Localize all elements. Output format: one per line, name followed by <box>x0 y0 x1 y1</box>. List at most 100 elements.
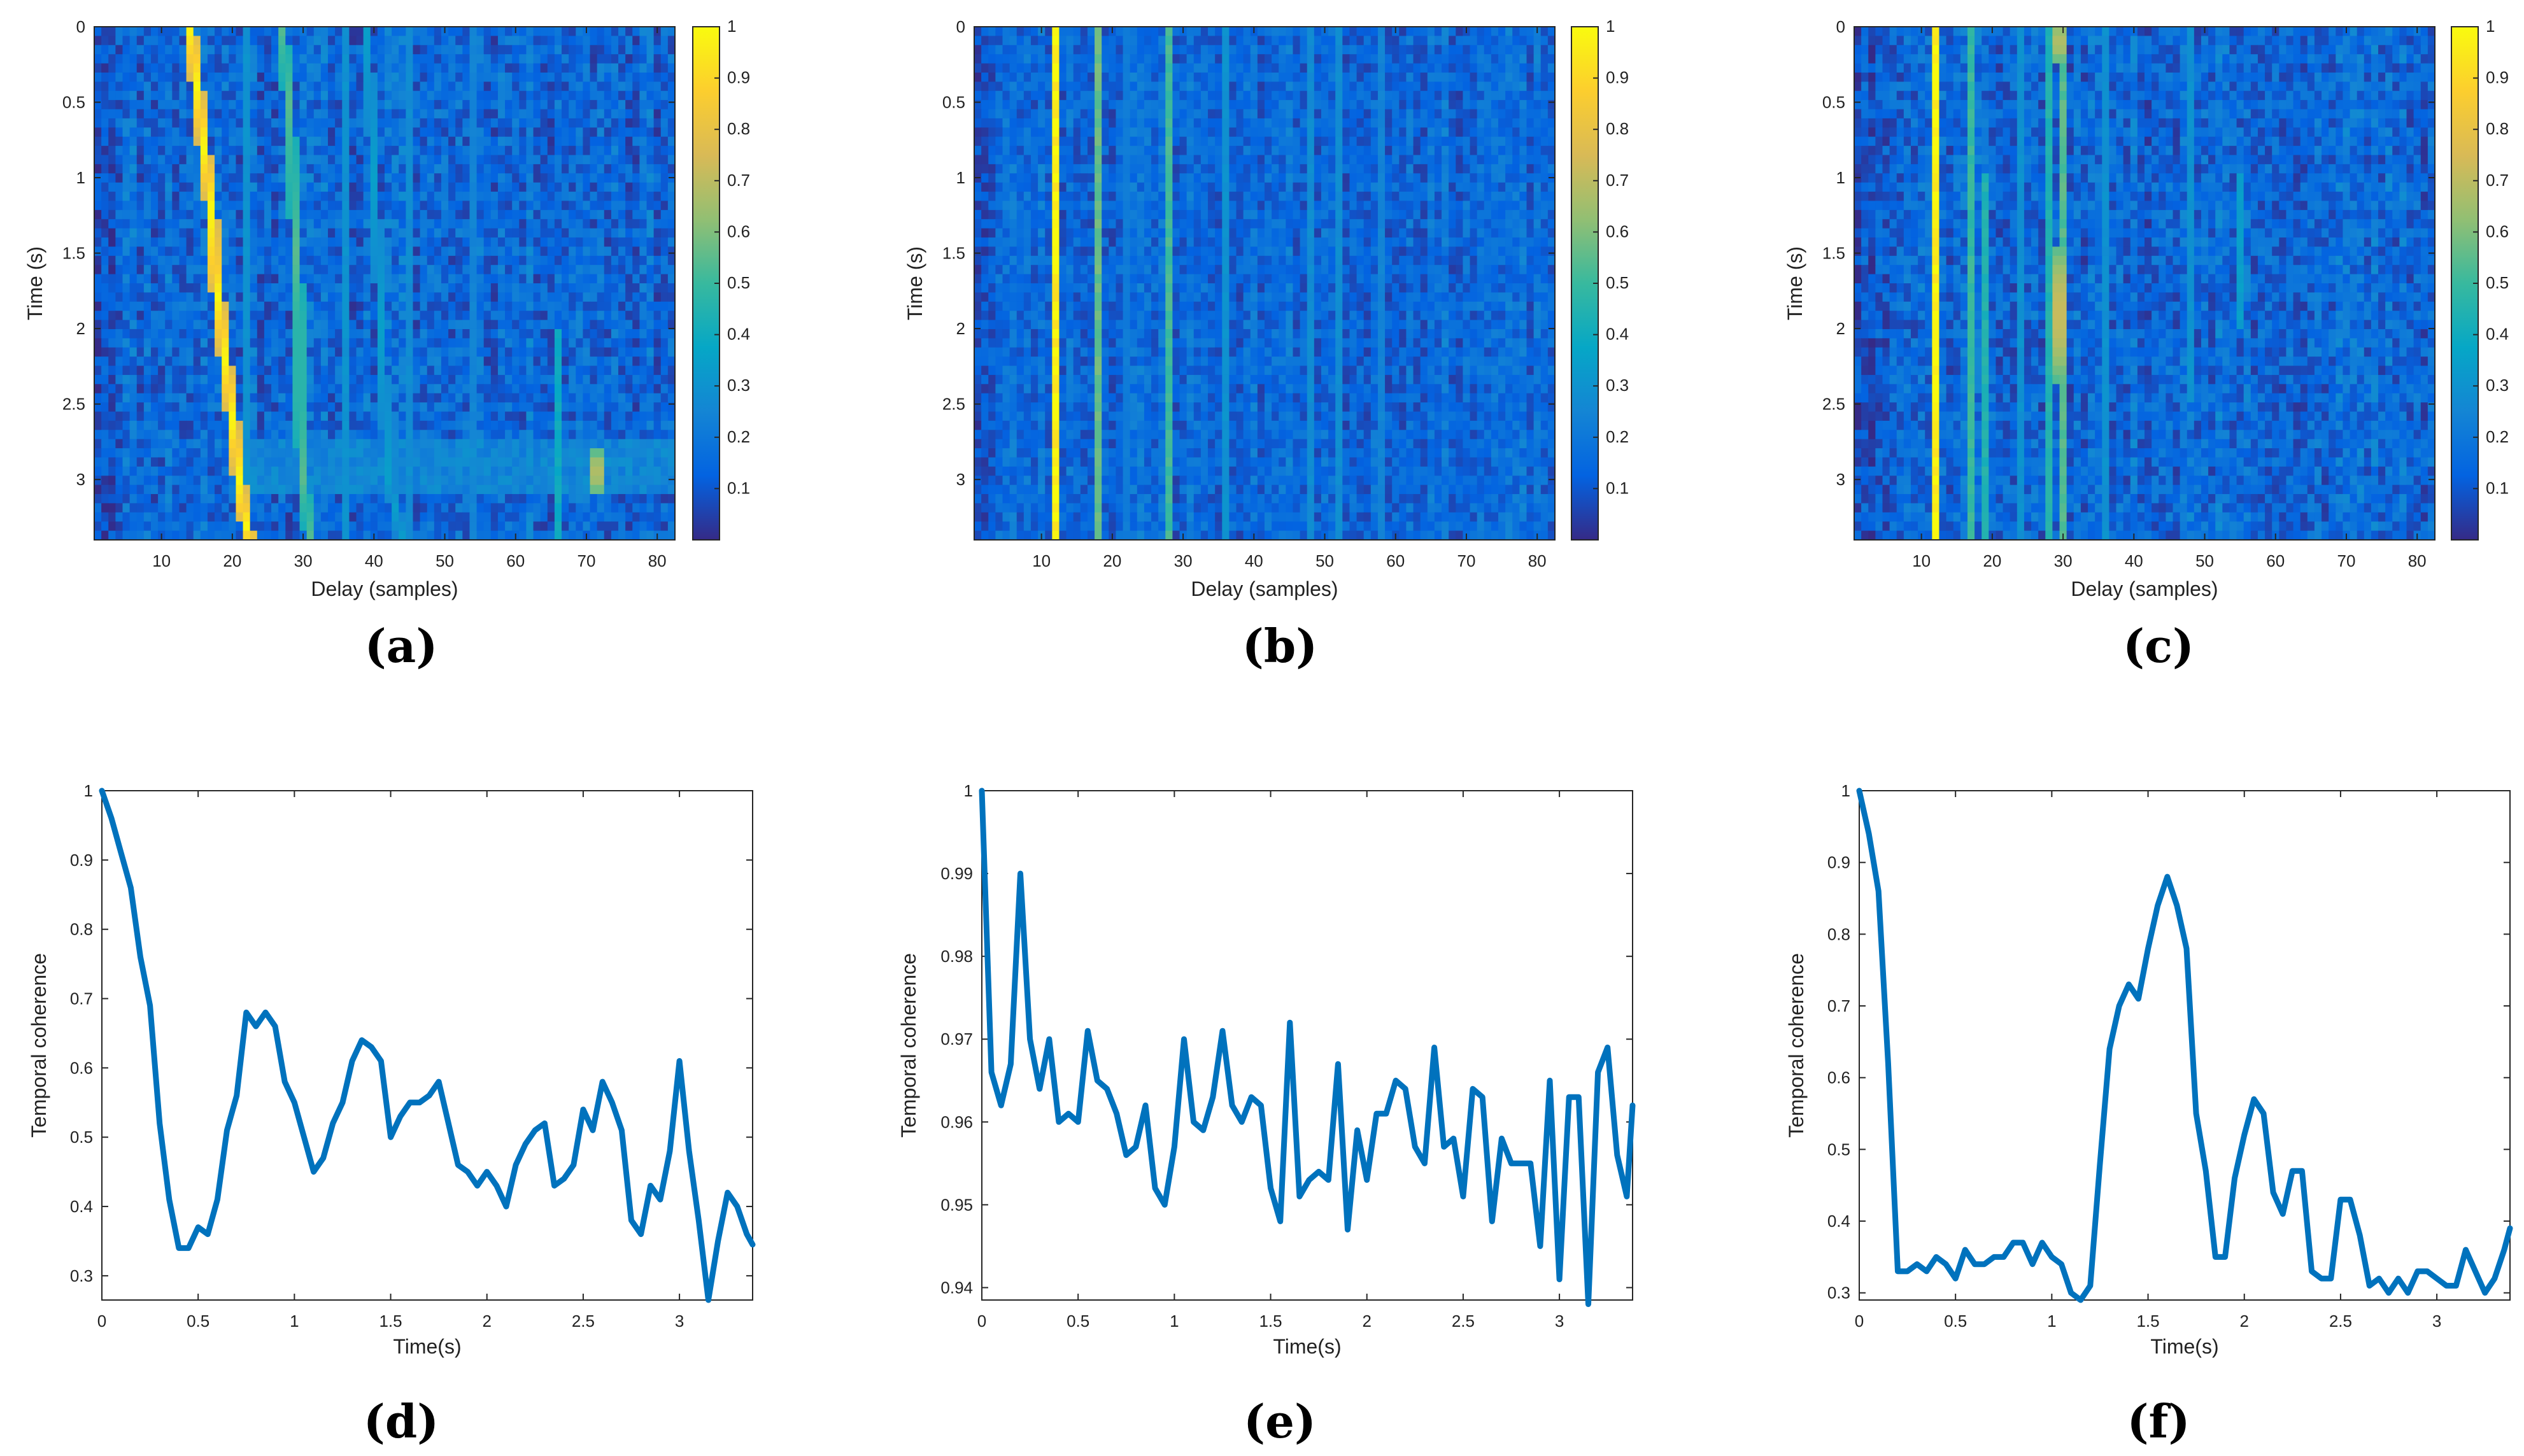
heatmap-cell <box>554 237 562 248</box>
heatmap-cell <box>590 63 598 73</box>
heatmap-cell <box>490 81 499 92</box>
heatmap-cell <box>328 476 336 486</box>
heatmap-cell <box>207 484 215 495</box>
heatmap-cell <box>313 45 322 55</box>
heatmap-cell <box>250 476 258 486</box>
heatmap-cell <box>292 118 301 128</box>
heatmap-cell <box>285 457 294 467</box>
heatmap-cell <box>356 136 364 146</box>
heatmap-cell <box>328 448 336 458</box>
heatmap-cell <box>313 274 322 284</box>
heatmap-cell <box>611 127 619 138</box>
heatmap-cell <box>427 72 435 82</box>
heatmap-cell <box>455 320 463 330</box>
heatmap-cell <box>540 228 548 238</box>
heatmap-cell <box>150 292 159 302</box>
heatmap-cell <box>505 255 513 265</box>
heatmap-cell <box>179 72 187 82</box>
heatmap-cell <box>604 512 612 522</box>
heatmap-cell <box>569 292 576 302</box>
heatmap-cell <box>441 209 449 220</box>
heatmap-cell <box>1505 36 1513 46</box>
heatmap-cell <box>122 448 131 458</box>
heatmap-cell <box>618 503 626 513</box>
heatmap-cell <box>590 439 598 449</box>
heatmap-cell <box>250 494 258 504</box>
heatmap-cell <box>313 338 322 348</box>
heatmap-cell <box>313 90 322 101</box>
heatmap-cell <box>342 173 350 183</box>
heatmap-cell <box>505 448 513 458</box>
heatmap-cell <box>427 283 435 293</box>
heatmap-cell <box>427 494 435 504</box>
heatmap-cell <box>483 228 492 238</box>
heatmap-cell <box>264 420 272 430</box>
heatmap-cell <box>385 494 392 504</box>
heatmap-cell <box>406 357 414 367</box>
heatmap-cell <box>1413 27 1421 36</box>
heatmap-cell <box>476 173 485 183</box>
heatmap-cell <box>392 283 399 293</box>
heatmap-cell <box>335 201 343 211</box>
heatmap-cell <box>385 512 392 522</box>
heatmap-cell <box>427 109 435 119</box>
heatmap-cell <box>462 90 471 101</box>
heatmap-cell <box>639 237 648 248</box>
heatmap-cell <box>427 503 435 513</box>
heatmap-cell <box>625 81 633 92</box>
heatmap-cell <box>625 201 633 211</box>
heatmap-cell <box>349 36 357 46</box>
heatmap-cell <box>1215 45 1223 55</box>
heatmap-cell <box>590 201 598 211</box>
heatmap-cell <box>320 173 329 183</box>
heatmap-cell <box>483 374 492 385</box>
heatmap-cell <box>285 219 294 229</box>
heatmap-cell <box>1016 54 1024 64</box>
heatmap-cell <box>222 292 229 302</box>
heatmap-cell <box>356 219 364 229</box>
heatmap-cell <box>1272 36 1279 46</box>
heatmap-cell <box>236 503 244 513</box>
heatmap-cell <box>385 301 392 311</box>
heatmap-cell <box>667 384 676 394</box>
heatmap-cell <box>313 81 322 92</box>
heatmap-cell <box>377 100 385 110</box>
heatmap-cell <box>497 365 506 376</box>
heatmap-cell <box>540 246 548 257</box>
heatmap-cell <box>306 155 315 165</box>
heatmap-cell <box>667 27 676 36</box>
heatmap-cell <box>193 45 201 55</box>
heatmap-cell <box>101 439 109 449</box>
heatmap-cell <box>583 393 591 403</box>
heatmap-cell <box>370 36 378 46</box>
heatmap-cell <box>101 402 109 413</box>
heatmap-cell <box>667 118 676 128</box>
heatmap-cell <box>413 347 421 357</box>
heatmap-cell <box>1123 36 1131 46</box>
heatmap-cell <box>554 283 562 293</box>
heatmap-cell <box>1335 27 1343 36</box>
heatmap-cell <box>519 27 527 36</box>
heatmap-cell <box>576 127 584 138</box>
heatmap-cell <box>406 127 414 138</box>
heatmap-cell <box>569 246 576 257</box>
heatmap-cell <box>136 512 145 522</box>
heatmap-cell <box>646 228 655 238</box>
heatmap-cell <box>328 146 336 156</box>
heatmap-cell <box>320 311 329 321</box>
heatmap-cell <box>632 118 640 128</box>
heatmap-cell <box>377 338 385 348</box>
heatmap-cell <box>540 521 548 532</box>
heatmap-cell <box>406 81 414 92</box>
heatmap-cell <box>490 292 499 302</box>
heatmap-cell <box>306 320 315 330</box>
heatmap-cell <box>215 338 222 348</box>
heatmap-cell <box>299 484 308 495</box>
heatmap-cell <box>455 484 463 495</box>
heatmap-cell <box>427 255 435 265</box>
heatmap-cell <box>122 118 131 128</box>
heatmap-cell <box>569 420 576 430</box>
heatmap-cell <box>222 430 229 440</box>
heatmap-cell <box>94 457 102 467</box>
heatmap-cell <box>129 182 138 192</box>
